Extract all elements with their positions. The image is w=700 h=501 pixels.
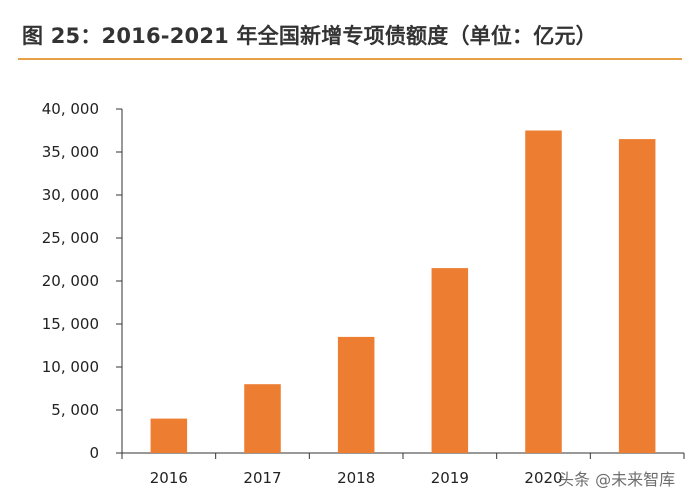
y-tick-label: 15, 000 <box>42 315 99 333</box>
bar <box>150 418 188 453</box>
y-tick-label: 10, 000 <box>42 358 99 376</box>
x-tick-label: 2018 <box>337 469 375 487</box>
bar <box>525 130 562 453</box>
bar <box>618 139 656 453</box>
x-tick-label: 2020 <box>524 469 562 487</box>
bars <box>150 130 656 453</box>
y-tick-label: 30, 000 <box>42 186 99 204</box>
y-tick-label: 25, 000 <box>42 229 99 247</box>
watermark-text: 头条 @未来智库 <box>558 470 676 489</box>
y-tick-label: 5, 000 <box>51 401 99 419</box>
x-tick-label: 2016 <box>150 469 188 487</box>
bar <box>431 268 469 453</box>
x-tick-label: 2019 <box>431 469 469 487</box>
title-divider <box>18 58 682 60</box>
y-tick-label: 20, 000 <box>42 272 99 290</box>
bar <box>244 384 281 453</box>
y-tick-label: 40, 000 <box>42 100 99 118</box>
y-tick-label: 35, 000 <box>42 143 99 161</box>
x-axis: 2016 2017 2018 2019 2020 <box>121 452 685 487</box>
bar <box>337 336 375 453</box>
y-axis: 0 5, 000 10, 000 15, 000 20, 000 25, 000 30, 0… <box>42 100 123 462</box>
watermark: 头条 @未来智库 <box>558 466 675 490</box>
figure-title: 图 25：2016-2021 年全国新增专项债额度（单位：亿元） <box>22 24 597 48</box>
y-tick-label: 0 <box>89 444 99 462</box>
x-tick-label: 2017 <box>243 469 281 487</box>
